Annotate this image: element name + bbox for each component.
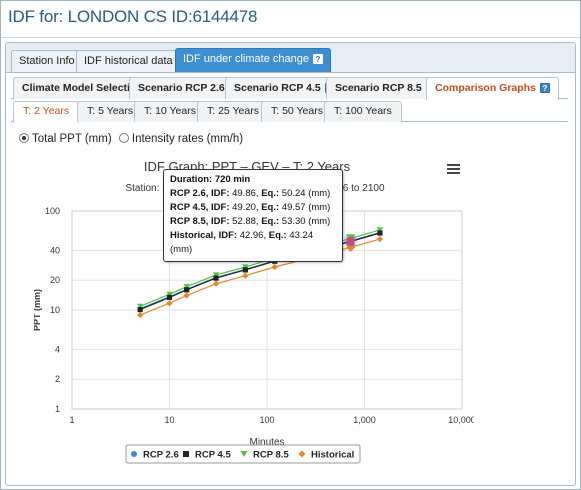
main-tab-bar: Station Info IDF historical data? IDF un… xyxy=(6,43,575,73)
legend-item-label: RCP 8.5 xyxy=(253,450,289,461)
tooltip-row: RCP 8.5, IDF: 52.88, Eq.: 53.30 (mm) xyxy=(170,216,331,227)
tooltip-duration: Duration: 720 min xyxy=(170,174,251,185)
legend-item-label: RCP 4.5 xyxy=(195,450,231,461)
data-point[interactable] xyxy=(376,227,384,233)
radio-label: Intensity rates (mm/h) xyxy=(131,133,244,145)
tab-label: Station Info xyxy=(19,55,75,67)
data-point[interactable] xyxy=(376,236,384,243)
tab-label: Scenario RCP 8.5 xyxy=(335,82,422,94)
tab-station-info[interactable]: Station Info xyxy=(11,50,83,72)
help-icon[interactable]: ? xyxy=(539,83,550,94)
chart-menu-icon[interactable] xyxy=(447,164,460,174)
data-point[interactable] xyxy=(242,267,248,273)
tab-label: Comparison Graphs xyxy=(435,82,536,94)
tab-climate-model-selection[interactable]: Climate Model Selection xyxy=(13,77,152,99)
y-tick-label: 40 xyxy=(50,245,60,255)
tab-t-50-years[interactable]: T: 50 Years xyxy=(261,101,333,122)
tab-t-2-years[interactable]: T: 2 Years xyxy=(13,101,80,123)
legend-marker[interactable] xyxy=(298,450,306,458)
tab-t-100-years[interactable]: T: 100 Years xyxy=(324,101,402,122)
tab-t-10-years[interactable]: T: 10 Years xyxy=(134,101,206,122)
tab-label: Scenario RCP 4.5 xyxy=(234,82,321,94)
tab-scenario-rcp85[interactable]: Scenario RCP 8.5? xyxy=(326,77,445,99)
data-point[interactable] xyxy=(183,292,190,299)
y-tick-label: 4 xyxy=(55,344,60,354)
tooltip-row: RCP 2.6, IDF: 49.86, Eq.: 50.24 (mm) xyxy=(170,188,331,199)
legend-marker[interactable] xyxy=(240,451,248,457)
scenario-tab-bar: Climate Model Selection Scenario RCP 2.6… xyxy=(11,77,568,100)
y-tick-label: 2 xyxy=(55,374,60,384)
legend-item-label: RCP 2.6 xyxy=(143,450,179,461)
x-tick-label: 100 xyxy=(259,415,274,425)
data-point[interactable] xyxy=(166,294,173,301)
data-point[interactable] xyxy=(137,303,144,309)
data-point[interactable] xyxy=(242,272,249,279)
tab-scenario-rcp26[interactable]: Scenario RCP 2.6? xyxy=(129,77,248,99)
data-point[interactable] xyxy=(377,230,383,236)
x-tick-label: 1 xyxy=(69,415,74,425)
measure-radio-group: Total PPT (mm) Intensity rates (mm/h) xyxy=(19,133,243,145)
data-point-hovered[interactable] xyxy=(346,236,355,245)
radio-selected-icon xyxy=(19,133,29,143)
intensity-rates-radio[interactable]: Intensity rates (mm/h) xyxy=(118,133,244,145)
help-icon[interactable]: ? xyxy=(312,54,323,65)
legend-marker[interactable] xyxy=(131,451,137,457)
data-point-hovered[interactable] xyxy=(346,242,356,252)
legend-marker[interactable] xyxy=(183,451,189,457)
x-axis-label: Minutes xyxy=(249,437,284,448)
x-tick-label: 10,000 xyxy=(448,415,474,425)
y-tick-label: 10 xyxy=(50,305,60,315)
data-point[interactable] xyxy=(137,306,143,313)
radio-label: Total PPT (mm) xyxy=(32,133,112,145)
data-point[interactable] xyxy=(183,284,190,290)
x-tick-label: 10 xyxy=(164,415,174,425)
chart-tooltip: Duration: 720 min RCP 2.6, IDF: 49.86, E… xyxy=(163,169,343,262)
radio-empty-icon xyxy=(118,133,129,143)
y-tick-label: 100 xyxy=(45,206,60,216)
tab-label: IDF under climate change xyxy=(183,53,309,65)
title-divider xyxy=(1,37,580,38)
data-point[interactable] xyxy=(242,264,249,270)
y-tick-label: 1 xyxy=(55,404,60,414)
page-title: IDF for: LONDON CS ID:6144478 xyxy=(8,7,258,26)
total-ppt-radio[interactable]: Total PPT (mm) xyxy=(19,133,112,145)
return-period-tab-bar: T: 2 Years T: 5 Years T: 10 Years T: 25 … xyxy=(11,101,568,123)
data-point[interactable] xyxy=(137,311,144,319)
data-point[interactable] xyxy=(184,287,190,293)
tab-label: Climate Model Selection xyxy=(22,82,143,94)
data-point[interactable] xyxy=(166,291,173,297)
data-point[interactable] xyxy=(213,275,219,281)
tooltip-row: Historical, IDF: 42.96, Eq.: 43.24 (mm) xyxy=(170,230,314,255)
x-tick-label: 1,000 xyxy=(353,415,376,425)
tab-t-25-years[interactable]: T: 25 Years xyxy=(197,101,269,122)
y-tick-label: 20 xyxy=(50,275,60,285)
legend-item-label: Historical xyxy=(311,450,354,461)
y-axis-label: PPT (mm) xyxy=(34,289,42,331)
tab-label: Scenario RCP 2.6 xyxy=(138,82,225,94)
tab-label: IDF historical data xyxy=(84,55,173,67)
tooltip-row: RCP 4.5, IDF: 49.20, Eq.: 49.57 (mm) xyxy=(170,202,331,213)
data-point[interactable] xyxy=(212,272,220,278)
tab-comparison-graphs[interactable]: Comparison Graphs? xyxy=(426,77,559,100)
tab-idf-under-climate-change[interactable]: IDF under climate change? xyxy=(175,48,331,72)
main-panel: Station Info IDF historical data? IDF un… xyxy=(5,42,576,486)
tab-t-5-years[interactable]: T: 5 Years xyxy=(77,101,144,122)
